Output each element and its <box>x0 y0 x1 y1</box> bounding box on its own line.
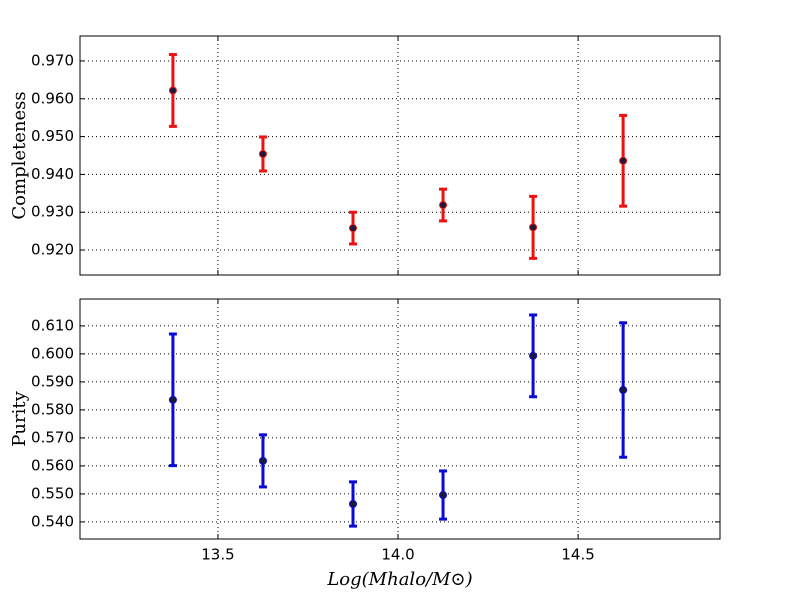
marker <box>348 224 357 233</box>
marker <box>529 351 538 360</box>
marker <box>439 491 448 500</box>
x-tick-label: 14.0 <box>381 546 414 564</box>
marker <box>168 86 177 95</box>
y-tick-label: 0.610 <box>31 316 74 334</box>
marker <box>258 149 267 158</box>
marker <box>168 395 177 404</box>
plot-frame <box>79 35 721 276</box>
y-axis-label: Completeness <box>9 91 30 219</box>
marker <box>348 499 357 508</box>
marker <box>258 456 267 465</box>
x-tick-label: 14.5 <box>561 546 594 564</box>
y-tick-label: 0.560 <box>31 456 74 474</box>
plot-frame <box>79 298 721 540</box>
marker <box>439 201 448 210</box>
y-tick-label: 0.970 <box>31 51 74 69</box>
y-tick-label: 0.590 <box>31 372 74 390</box>
y-tick-label: 0.920 <box>31 241 74 259</box>
y-tick-label: 0.940 <box>31 165 74 183</box>
x-axis-label: Log(Mhalo/M⊙) <box>326 569 472 590</box>
y-axis-label: Purity <box>9 390 30 446</box>
marker <box>619 386 628 395</box>
y-tick-label: 0.960 <box>31 89 74 107</box>
y-tick-label: 0.570 <box>31 428 74 446</box>
x-tick-label: 13.5 <box>201 546 234 564</box>
y-tick-label: 0.580 <box>31 400 74 418</box>
marker <box>529 223 538 232</box>
y-tick-label: 0.950 <box>31 127 74 145</box>
y-tick-label: 0.540 <box>31 512 74 530</box>
y-tick-label: 0.550 <box>31 484 74 502</box>
y-tick-label: 0.600 <box>31 344 74 362</box>
marker <box>619 156 628 165</box>
y-tick-label: 0.930 <box>31 203 74 221</box>
